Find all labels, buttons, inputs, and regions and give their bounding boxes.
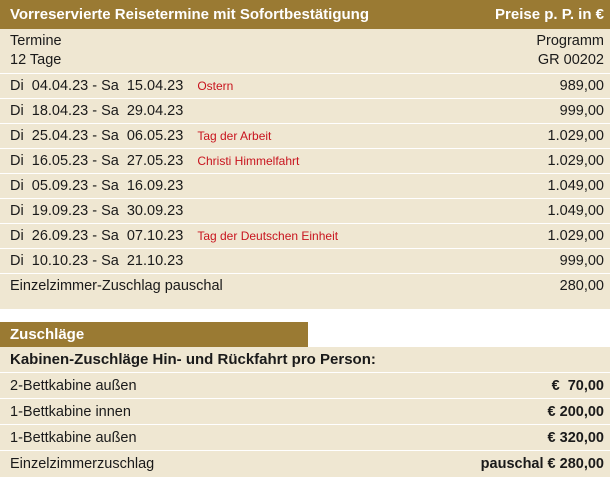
price: 999,00 [559,253,604,269]
table-row: 2-Bettkabine außen € 70,00 [0,372,610,398]
table-row: Di 19.09.23 - Sa 30.09.23 1.049,00 [0,198,610,223]
supplements-table: Kabinen-Zuschläge Hin- und Rückfahrt pro… [0,347,610,477]
date-range: Di 16.05.23 - Sa 27.05.23 [10,153,184,169]
dates-table: Termine 12 Tage Programm GR 00202 Di 04.… [0,29,610,309]
duration-label: 12 Tage [10,52,62,68]
date-range: Di 05.09.23 - Sa 16.09.23 [10,178,184,194]
table-row: 1-Bettkabine innen € 200,00 [0,398,610,424]
table-row: Di 05.09.23 - Sa 16.09.23 1.049,00 [0,173,610,198]
dates-section-header: Vorreservierte Reisetermine mit Sofortbe… [0,0,610,29]
cabin-label: 1-Bettkabine außen [10,429,137,446]
supplements-title: Zuschläge [10,326,85,343]
holiday-note: Christi Himmelfahrt [197,154,300,168]
single-supplement-label: Einzelzimmer-Zuschlag pauschal [10,278,223,294]
table-row: Di 16.05.23 - Sa 27.05.23 Christi Himmelf… [0,148,610,173]
holiday-note: Tag der Arbeit [197,129,272,143]
table-row: 1-Bettkabine außen € 320,00 [0,424,610,450]
date-range: Di 04.04.23 - Sa 15.04.23 [10,78,184,94]
price: 1.029,00 [547,153,604,169]
cabin-price: € 70,00 [551,377,604,394]
date-range: Di 26.09.23 - Sa 07.10.23 [10,228,184,244]
holiday-note: Tag der Deutschen Einheit [197,229,339,243]
price: 1.029,00 [547,228,604,244]
table-row: Di 18.04.23 - Sa 29.04.23 999,00 [0,98,610,123]
cabin-price: € 200,00 [547,403,604,420]
table-row: Di 25.04.23 - Sa 06.05.23 Tag der Arbeit … [0,123,610,148]
cabin-label: 2-Bettkabine außen [10,377,137,394]
price: 999,00 [559,103,604,119]
table-row: Di 10.10.23 - Sa 21.10.23 999,00 [0,248,610,273]
table-row: Di 04.04.23 - Sa 15.04.23 Ostern 989,00 [0,73,610,98]
cabin-price: pauschal € 280,00 [480,455,604,472]
date-range: Di 19.09.23 - Sa 30.09.23 [10,203,184,219]
dates-table-column-header: Termine 12 Tage Programm GR 00202 [0,29,610,73]
cabin-price: € 320,00 [547,429,604,446]
date-range: Di 18.04.23 - Sa 29.04.23 [10,103,184,119]
supplements-section-header: Zuschläge [0,322,308,347]
supplements-subtitle: Kabinen-Zuschläge Hin- und Rückfahrt pro… [10,351,376,368]
single-supplement-price: 280,00 [559,278,604,294]
price: 1.049,00 [547,203,604,219]
cabin-label: Einzelzimmerzuschlag [10,455,155,472]
single-supplement-row: Einzelzimmer-Zuschlag pauschal 280,00 [0,273,610,298]
column-termine: Termine [10,33,62,49]
cabin-label: 1-Bettkabine innen [10,403,131,420]
column-programm: Programm [536,33,604,49]
price: 989,00 [559,78,604,94]
date-range: Di 25.04.23 - Sa 06.05.23 [10,128,184,144]
table-row: Einzelzimmerzuschlag pauschal € 280,00 [0,450,610,476]
table-row: Di 26.09.23 - Sa 07.10.23 Tag der Deutsch… [0,223,610,248]
price-unit-note: Preise p. P. in € [495,6,604,23]
holiday-note: Ostern [197,79,234,93]
price: 1.049,00 [547,178,604,194]
price: 1.029,00 [547,128,604,144]
dates-section-title: Vorreservierte Reisetermine mit Sofortbe… [10,6,369,23]
program-code: GR 00202 [537,52,604,68]
date-range: Di 10.10.23 - Sa 21.10.23 [10,253,184,269]
